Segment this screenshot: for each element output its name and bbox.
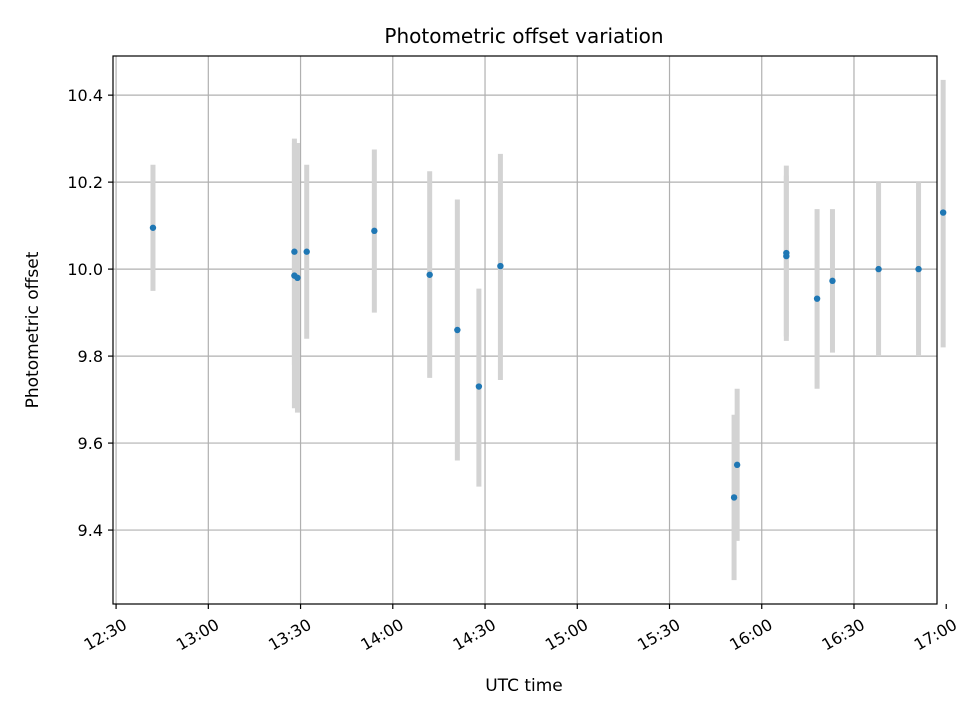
x-tick-label-0: 12:30 [81, 615, 130, 655]
y-tick-label-4: 10.2 [67, 173, 103, 192]
y-tick-label-2: 9.8 [78, 347, 103, 366]
x-axis-label: UTC time [485, 676, 563, 696]
data-point-14 [813, 295, 821, 302]
data-point-18 [939, 209, 947, 216]
plot-frame [112, 55, 938, 605]
x-tick-label-2: 13:30 [265, 615, 314, 655]
x-tick-label-7: 16:00 [726, 615, 775, 655]
data-point-16 [875, 265, 882, 273]
data-point-9 [497, 262, 504, 270]
y-axis-label: Photometric offset [23, 251, 43, 408]
x-tick-label-9: 17:00 [911, 615, 960, 655]
y-tick-label-1: 9.6 [78, 434, 103, 453]
x-tick-label-1: 13:00 [173, 615, 222, 655]
data-points [149, 209, 947, 501]
data-point-15 [829, 277, 836, 285]
data-point-11 [733, 461, 741, 469]
data-point-10 [730, 494, 738, 501]
data-point-0 [149, 224, 157, 231]
data-point-6 [426, 271, 433, 278]
x-tick-label-6: 15:30 [634, 615, 683, 655]
data-point-17 [915, 265, 922, 273]
y-tick-label-0: 9.4 [78, 521, 103, 540]
error-bars [150, 79, 946, 581]
data-point-3 [294, 274, 301, 282]
x-tick-label-5: 15:00 [542, 615, 591, 655]
data-point-7 [454, 326, 461, 334]
grid [113, 56, 937, 604]
x-tick-label-3: 14:00 [357, 615, 406, 655]
x-tick-label-4: 14:30 [450, 615, 499, 655]
data-point-5 [371, 227, 378, 235]
x-tick-label-8: 16:30 [819, 615, 868, 655]
y-tick-label-5: 10.4 [67, 86, 103, 105]
data-point-1 [291, 248, 298, 255]
data-point-8 [475, 383, 483, 390]
y-axis-ticks: 9.4 9.6 9.8 10.0 10.2 10.4 [67, 86, 113, 540]
chart-title: Photometric offset variation [384, 24, 663, 48]
data-point-13 [783, 249, 790, 257]
y-tick-label-3: 10.0 [67, 260, 103, 279]
x-axis-ticks: 12:30 13:00 13:30 14:00 14:30 15:00 15:30 16:00… [81, 604, 960, 654]
data-point-4 [303, 248, 310, 255]
